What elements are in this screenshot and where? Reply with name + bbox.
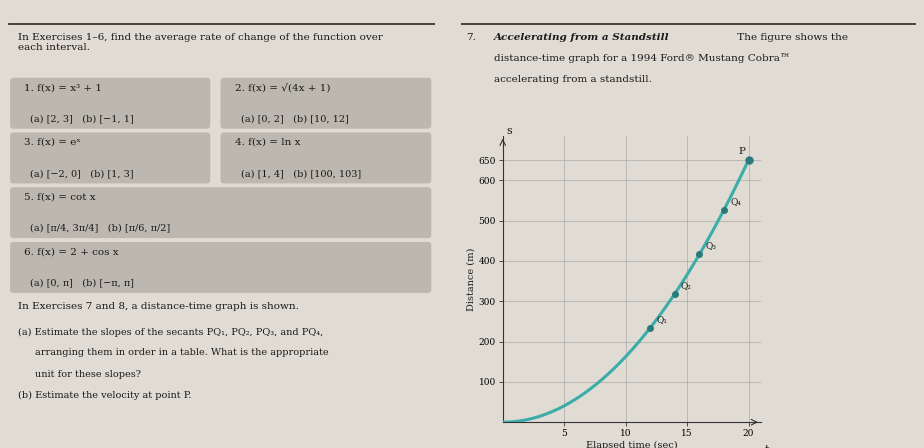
FancyBboxPatch shape bbox=[10, 187, 432, 238]
Text: The figure shows the: The figure shows the bbox=[734, 33, 847, 42]
FancyBboxPatch shape bbox=[221, 78, 432, 129]
Text: 7.: 7. bbox=[467, 33, 477, 42]
Text: In Exercises 7 and 8, a distance-time graph is shown.: In Exercises 7 and 8, a distance-time gr… bbox=[18, 302, 298, 311]
Text: (a) [0, 2]   (b) [10, 12]: (a) [0, 2] (b) [10, 12] bbox=[241, 114, 348, 123]
Text: In Exercises 1–6, find the average rate of change of the function over
each inte: In Exercises 1–6, find the average rate … bbox=[18, 33, 383, 52]
Text: s: s bbox=[506, 126, 512, 136]
Text: 4. f(x) = ln x: 4. f(x) = ln x bbox=[235, 138, 300, 147]
FancyBboxPatch shape bbox=[221, 133, 432, 183]
Text: Q₄: Q₄ bbox=[730, 197, 741, 206]
Text: (a) Estimate the slopes of the secants PQ₁, PQ₂, PQ₃, and PQ₄,: (a) Estimate the slopes of the secants P… bbox=[18, 327, 323, 336]
FancyBboxPatch shape bbox=[10, 242, 432, 293]
Text: arranging them in order in a table. What is the appropriate: arranging them in order in a table. What… bbox=[35, 349, 328, 358]
Text: distance-time graph for a 1994 Ford® Mustang Cobra™: distance-time graph for a 1994 Ford® Mus… bbox=[493, 54, 790, 63]
Text: 1: 1 bbox=[264, 205, 271, 214]
Text: 3. f(x) = eˣ: 3. f(x) = eˣ bbox=[24, 138, 81, 147]
Text: t: t bbox=[764, 445, 769, 448]
Text: (a) [0, π]   (b) [−π, π]: (a) [0, π] (b) [−π, π] bbox=[30, 279, 135, 288]
FancyBboxPatch shape bbox=[10, 78, 211, 129]
X-axis label: Elapsed time (sec): Elapsed time (sec) bbox=[586, 441, 677, 448]
Text: (b) Estimate the velocity at point P.: (b) Estimate the velocity at point P. bbox=[18, 391, 191, 400]
FancyBboxPatch shape bbox=[10, 133, 211, 183]
Text: Q₂: Q₂ bbox=[681, 281, 692, 290]
Text: 5. f(x) = cot x: 5. f(x) = cot x bbox=[24, 193, 96, 202]
Y-axis label: Distance (m): Distance (m) bbox=[467, 247, 476, 311]
Text: Q₃: Q₃ bbox=[706, 241, 716, 250]
Text: P: P bbox=[738, 147, 746, 156]
Text: (a) [1, 4]   (b) [100, 103]: (a) [1, 4] (b) [100, 103] bbox=[241, 169, 361, 178]
Text: unit for these slopes?: unit for these slopes? bbox=[35, 370, 140, 379]
Text: 2. f(x) = √(4x + 1): 2. f(x) = √(4x + 1) bbox=[235, 83, 330, 93]
Text: (a) [π/4, 3π/4]   (b) [π/6, π/2]: (a) [π/4, 3π/4] (b) [π/6, π/2] bbox=[30, 224, 171, 233]
Text: Q₁: Q₁ bbox=[656, 315, 667, 324]
Text: (a) [−2, 0]   (b) [1, 3]: (a) [−2, 0] (b) [1, 3] bbox=[30, 169, 134, 178]
Text: accelerating from a standstill.: accelerating from a standstill. bbox=[493, 75, 651, 84]
Text: 6. f(x) = 2 + cos x: 6. f(x) = 2 + cos x bbox=[24, 247, 119, 256]
Text: (a) [2, 3]   (b) [−1, 1]: (a) [2, 3] (b) [−1, 1] bbox=[30, 114, 134, 123]
Text: Accelerating from a Standstill: Accelerating from a Standstill bbox=[493, 33, 669, 42]
Text: 1. f(x) = x³ + 1: 1. f(x) = x³ + 1 bbox=[24, 83, 103, 92]
